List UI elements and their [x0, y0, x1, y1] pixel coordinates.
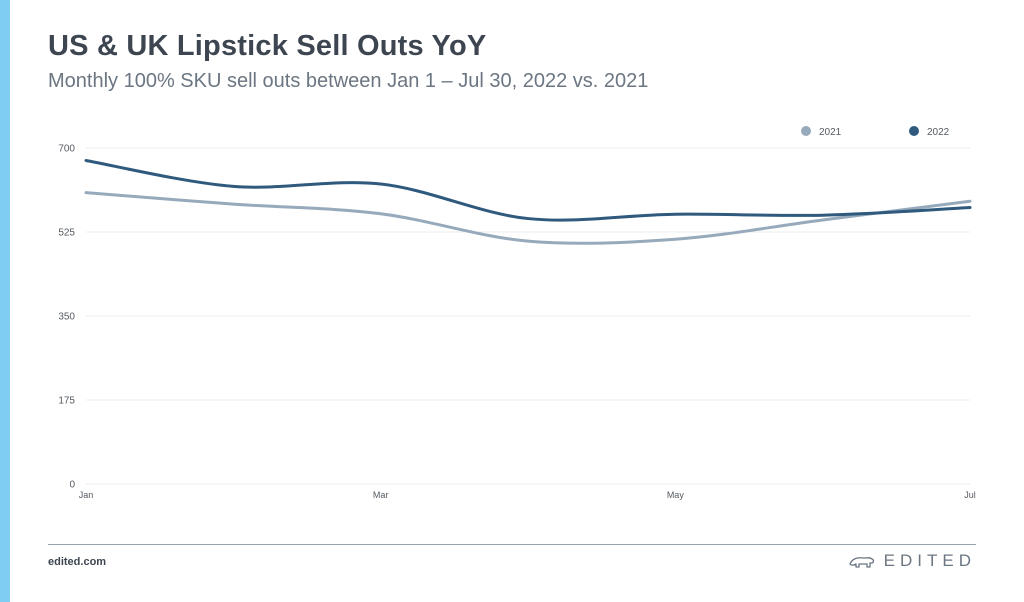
x-tick-label: Jan: [79, 490, 94, 500]
footer-site-link[interactable]: edited.com: [48, 556, 107, 568]
legend-label: 2021: [819, 127, 842, 138]
y-tick-label: 525: [58, 228, 75, 239]
x-tick-label: Mar: [373, 490, 389, 500]
brand-logo-text: EDITED: [883, 551, 976, 570]
accent-bar: [0, 0, 10, 602]
brand-logo: EDITED: [848, 551, 976, 571]
y-tick-label: 350: [58, 312, 75, 323]
polar-bear-icon: [849, 557, 874, 568]
y-tick-label: 175: [58, 396, 75, 407]
x-tick-label: May: [667, 490, 685, 500]
chart-subtitle: Monthly 100% SKU sell outs between Jan 1…: [48, 70, 649, 92]
series-line-2021: [84, 191, 972, 245]
line-chart: 0 175 350 525 700 Jan Mar May Jul 2021 2022: [58, 126, 976, 500]
x-tick-label: Jul: [964, 490, 976, 500]
series-line-2022: [84, 158, 972, 222]
chart-title: US & UK Lipstick Sell Outs YoY: [48, 30, 487, 62]
y-tick-label: 0: [69, 480, 75, 491]
legend-marker-2021: [801, 126, 811, 136]
y-tick-label: 700: [58, 144, 75, 155]
legend-label: 2022: [927, 127, 950, 138]
legend-marker-2022: [909, 126, 919, 136]
footer-divider: [48, 544, 976, 545]
